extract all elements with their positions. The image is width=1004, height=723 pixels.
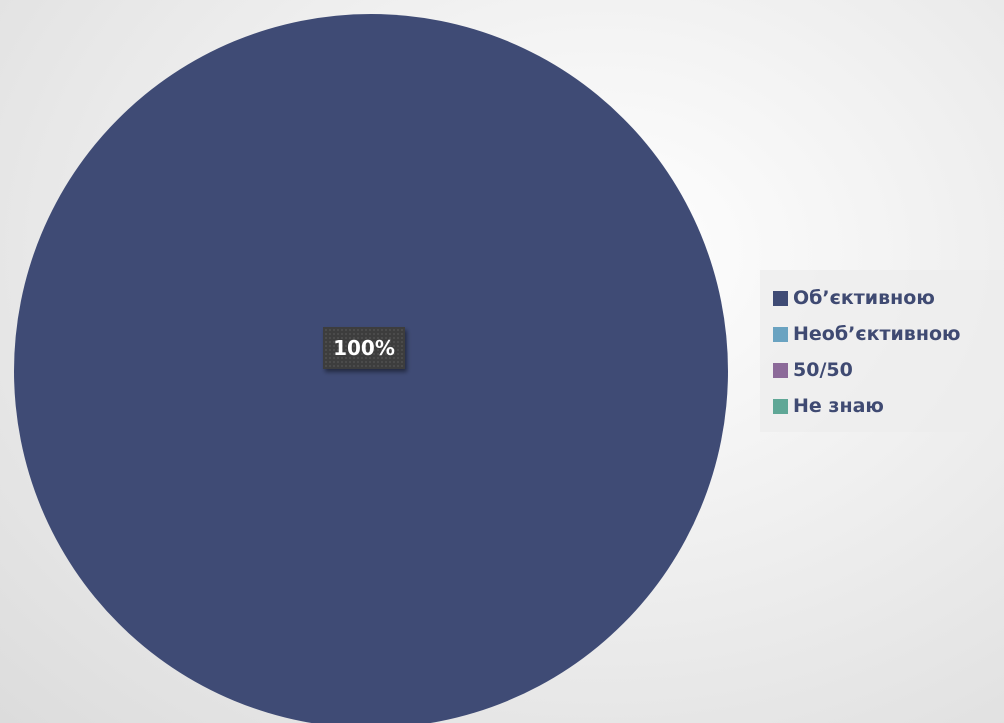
legend-item-non-objective: Необ’єктивною (760, 316, 1004, 352)
legend-label: 50/50 (793, 359, 853, 381)
legend-label: Необ’єктивною (793, 323, 961, 345)
legend-item-objective: Об’єктивною (760, 280, 1004, 316)
legend-swatch (773, 290, 788, 306)
data-label: 100% (333, 336, 395, 360)
chart-legend: Об’єктивною Необ’єктивною 50/50 Не знаю (760, 270, 1004, 432)
legend-label: Об’єктивною (793, 287, 935, 309)
legend-item-fifty-fifty: 50/50 (760, 352, 1004, 388)
data-label-box (323, 327, 405, 369)
legend-label: Не знаю (793, 395, 884, 417)
legend-swatch (773, 398, 788, 414)
legend-swatch (773, 326, 788, 342)
legend-item-dont-know: Не знаю (760, 388, 1004, 424)
legend-swatch (773, 362, 788, 378)
